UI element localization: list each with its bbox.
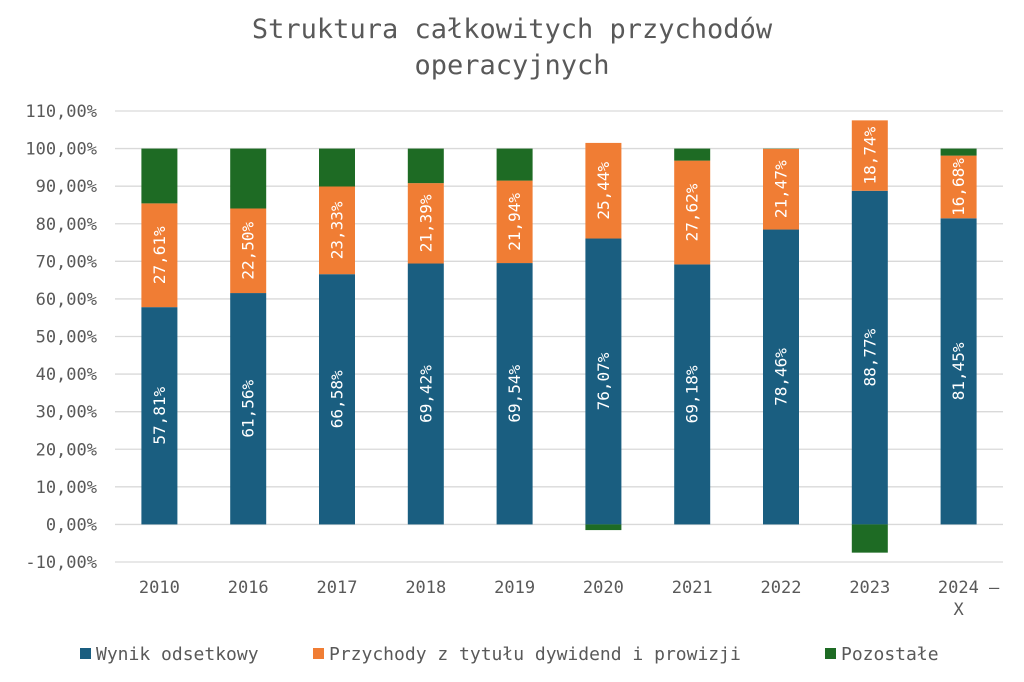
data-label-series-1: 81,45% <box>949 342 968 400</box>
data-labels: 57,81% 27,61% 61,56% 22,50% 66,58% 23,33% 69,4… <box>150 126 968 444</box>
data-label-series-1: 66,58% <box>328 370 347 428</box>
legend-label: Wynik odsetkowy <box>96 644 259 665</box>
x-axis-tick-labels: 2010 2016 2017 2018 2019 2020 2021 2022 2023 2024… <box>139 578 1000 620</box>
bar-segment-series-1 <box>763 229 799 525</box>
data-label-series-2: 18,74% <box>860 126 879 184</box>
bar-segment-series-2 <box>763 148 799 230</box>
bar-segment-series-3 <box>230 148 267 209</box>
bar-segment-series-3 <box>496 148 533 181</box>
bar-segment-series-1 <box>585 238 622 525</box>
x-tick-label: 2021 <box>672 578 713 598</box>
x-tick-label: 2016 <box>228 578 269 598</box>
data-label-series-1: 69,42% <box>416 365 435 423</box>
data-label-series-2: 27,61% <box>150 226 169 284</box>
legend-swatch <box>825 648 836 659</box>
bar-segment-series-3 <box>585 524 622 531</box>
data-label-series-2: 21,94% <box>505 193 524 251</box>
y-tick-label: 0,00% <box>46 515 97 535</box>
x-tick-label: 2020 <box>583 578 624 598</box>
x-tick-label: 2023 <box>849 578 890 598</box>
x-tick-label: X <box>953 600 964 620</box>
bar-segment-series-2 <box>496 180 533 264</box>
bar-segment-series-1 <box>851 190 888 525</box>
bar-segment-series-3 <box>141 148 178 204</box>
legend-swatch <box>313 648 324 659</box>
y-tick-label: 90,00% <box>36 177 97 197</box>
legend: Wynik odsetkowy Przychody z tytułu dywide… <box>80 644 939 665</box>
data-label-series-2: 21,47% <box>772 160 791 218</box>
bar-segment-series-1 <box>230 293 267 525</box>
data-label-series-2: 22,50% <box>239 222 258 280</box>
bar-segment-series-2 <box>851 120 888 191</box>
x-tick-label: 2017 <box>317 578 358 598</box>
chart-title-line-2: operacyjnych <box>414 50 609 81</box>
y-tick-label: 70,00% <box>36 252 97 272</box>
bar-segment-series-1 <box>940 218 977 525</box>
data-label-series-1: 69,54% <box>505 364 524 422</box>
chart-title-line-1: Struktura całkowitych przychodów <box>252 14 773 45</box>
y-tick-label: 40,00% <box>36 365 97 385</box>
bar-segment-series-2 <box>407 183 444 264</box>
x-tick-label: 2024 – <box>938 578 1000 598</box>
bar-segment-series-3 <box>940 148 977 156</box>
data-label-series-1: 78,46% <box>772 348 791 406</box>
x-tick-label: 2010 <box>139 578 180 598</box>
bar-segment-series-1 <box>141 307 178 525</box>
bar-segment-series-1 <box>319 274 355 525</box>
bar-segment-series-3 <box>674 148 711 161</box>
bar-segment-series-2 <box>940 155 977 219</box>
y-tick-label: 110,00% <box>25 102 97 122</box>
bar-segment-series-2 <box>141 203 178 308</box>
data-label-series-2: 27,62% <box>683 183 702 241</box>
y-tick-label: 50,00% <box>36 328 97 348</box>
legend-swatch <box>80 648 91 659</box>
bar-segment-series-3 <box>319 148 355 187</box>
x-tick-label: 2022 <box>761 578 802 598</box>
bar-segment-series-2 <box>674 160 711 265</box>
data-label-series-1: 57,81% <box>150 387 169 445</box>
y-tick-label: 80,00% <box>36 215 97 235</box>
x-tick-label: 2019 <box>494 578 535 598</box>
data-label-series-2: 23,33% <box>328 201 347 259</box>
bar-segment-series-2 <box>585 142 622 239</box>
data-label-series-1: 69,18% <box>683 365 702 423</box>
data-label-series-1: 88,77% <box>860 328 879 386</box>
legend-label: Przychody z tytułu dywidend i prowizji <box>329 644 741 665</box>
y-tick-label: -10,00% <box>25 553 97 573</box>
y-tick-label: 20,00% <box>36 440 97 460</box>
y-tick-label: 60,00% <box>36 290 97 310</box>
data-label-series-2: 21,39% <box>416 194 435 252</box>
data-label-series-2: 16,68% <box>949 158 968 216</box>
x-tick-label: 2018 <box>405 578 446 598</box>
y-axis-tick-labels: -10,00% 0,00% 10,00% 20,00% 30,00% 40,00% 50,0… <box>25 102 97 573</box>
bar-segment-series-2 <box>230 208 267 294</box>
bar-segment-series-1 <box>407 263 444 525</box>
bar-segment-series-2 <box>319 186 355 275</box>
y-tick-label: 10,00% <box>36 478 97 498</box>
y-tick-label: 30,00% <box>36 403 97 423</box>
bar-segment-series-1 <box>674 264 711 525</box>
bar-segment-series-3 <box>407 148 444 184</box>
data-label-series-2: 25,44% <box>594 161 613 219</box>
data-label-series-1: 61,56% <box>239 379 258 437</box>
data-label-series-1: 76,07% <box>594 352 613 410</box>
bar-segment-series-1 <box>496 263 533 525</box>
legend-label: Pozostałe <box>841 644 939 665</box>
y-tick-label: 100,00% <box>25 140 97 160</box>
bars <box>141 120 977 553</box>
bar-segment-series-3 <box>851 524 888 553</box>
chart-title: Struktura całkowitych przychodów operacy… <box>252 14 773 81</box>
